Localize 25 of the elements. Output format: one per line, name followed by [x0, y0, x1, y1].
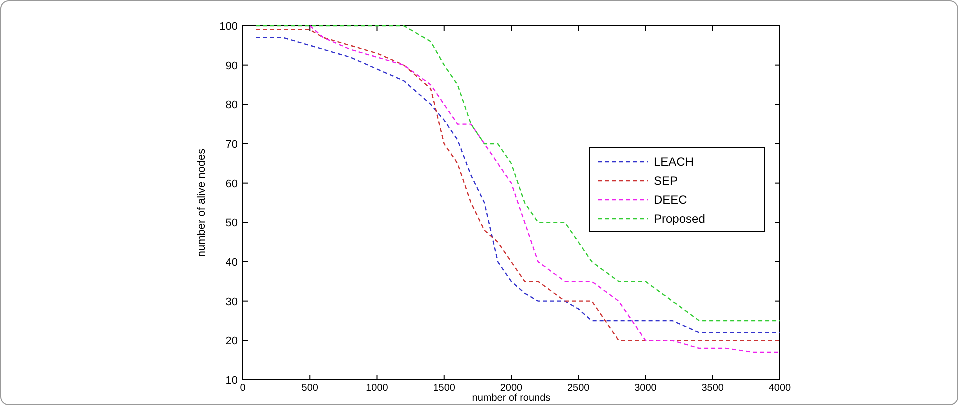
x-tick-label: 3500 [702, 383, 724, 394]
y-tick-label: 100 [220, 21, 238, 33]
legend-label: LEACH [654, 155, 694, 169]
x-tick-label: 500 [302, 383, 319, 394]
x-tick-label: 3000 [634, 383, 658, 394]
y-tick-label: 40 [226, 257, 238, 269]
legend-label: SEP [654, 174, 678, 188]
x-tick-label: 4000 [768, 383, 792, 394]
y-tick-label: 30 [226, 296, 238, 308]
x-tick-label: 0 [240, 383, 246, 394]
y-tick-label: 20 [226, 336, 238, 348]
y-tick-label: 80 [226, 100, 238, 112]
x-tick-label: 2000 [500, 383, 524, 394]
y-tick-label: 10 [226, 375, 238, 387]
y-tick-label: 90 [226, 60, 238, 72]
x-axis-title: number of rounds [472, 393, 551, 404]
x-tick-label: 1500 [433, 383, 456, 394]
y-axis-title: number of alive nodes [196, 148, 208, 258]
x-tick-label: 2500 [568, 383, 590, 394]
legend-label: Proposed [654, 212, 706, 226]
y-tick-label: 70 [226, 139, 238, 151]
legend-label: DEEC [654, 193, 688, 207]
y-tick-label: 50 [226, 218, 238, 230]
y-tick-label: 60 [226, 178, 238, 190]
x-tick-label: 1000 [366, 383, 389, 394]
